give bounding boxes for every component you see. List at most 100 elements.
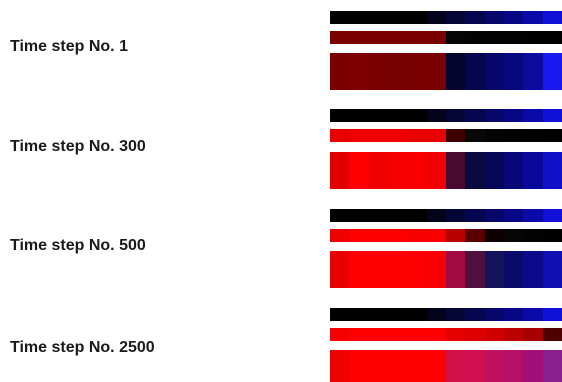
colormap-cell [445,31,466,44]
colormap-cell [484,129,504,142]
colormap-cell [523,129,543,142]
colormap-cell [407,251,427,288]
colormap-cell [349,11,369,24]
colormap-cell [503,152,524,189]
colormap-cell [387,152,408,189]
colormap-strip [330,109,562,122]
colormap-cell [484,251,504,288]
colormap-cell [426,328,446,341]
colormap-cell [426,251,446,288]
colormap-cell [330,31,350,44]
colormap-cell [368,11,388,24]
colormap-cell [465,109,485,122]
colormap-cell [349,229,369,242]
colormap-cell [426,308,446,321]
colormap-cell [465,251,485,288]
colormap-cell [426,109,446,122]
colormap-cell [484,229,504,242]
colormap-cell [503,11,524,24]
colormap-cell [465,53,485,90]
colormap-cell [445,328,466,341]
colormap-cell [349,209,369,222]
colormap-cell [465,209,485,222]
colormap-cell [407,31,427,44]
colormap-cell [387,31,408,44]
colormap-cell [330,109,350,122]
colormap-cell [330,308,350,321]
colormap-cell [426,229,446,242]
colormap-cell [503,53,524,90]
colormap-cell [387,229,408,242]
colormap-cell [484,152,504,189]
colormap-cell [445,11,466,24]
colormap-cell [542,109,562,122]
colormap-cell [542,251,562,288]
colormap-cell [368,209,388,222]
colormap-cell [349,308,369,321]
colormap-cell [503,109,524,122]
colormap-cell [445,209,466,222]
colormap-cell [465,328,485,341]
colormap-cell [368,308,388,321]
colormap-cell [465,152,485,189]
colormap-cell [407,11,427,24]
step-label-300: Time step No. 300 [10,138,146,155]
colormap-cell [349,53,369,90]
colormap-cell [523,308,543,321]
colormap-cell [330,350,350,382]
colormap-cell [542,328,562,341]
colormap-cell [523,328,543,341]
colormap-cell [368,350,388,382]
colormap-cell [503,328,524,341]
colormap-cell [542,308,562,321]
colormap-cell [465,229,485,242]
colormap-cell [387,11,408,24]
colormap-cell [542,209,562,222]
colormap-cell [484,328,504,341]
colormap-cell [523,11,543,24]
colormap-cell [407,209,427,222]
colormap-cell [407,229,427,242]
colormap-cell [407,308,427,321]
colormap-cell [445,53,466,90]
colormap-strip [330,129,562,142]
colormap-cell [349,251,369,288]
colormap-cell [445,129,466,142]
colormap-cell [503,209,524,222]
colormap-cell [330,129,350,142]
colormap-cell [426,11,446,24]
colormap-cell [484,53,504,90]
colormap-cell [330,11,350,24]
colormap-cell [503,31,524,44]
colormap-strip [330,152,562,189]
colormap-cell [349,109,369,122]
colormap-strip [330,11,562,24]
colormap-cell [484,308,504,321]
colormap-cell [387,209,408,222]
colormap-cell [349,350,369,382]
colormap-cell [484,31,504,44]
colormap-cell [330,328,350,341]
colormap-cell [465,308,485,321]
colormap-cell [465,350,485,382]
colormap-strip [330,229,562,242]
colormap-cell [368,251,388,288]
colormap-cell [387,328,408,341]
colormap-cell [523,31,543,44]
colormap-cell [503,308,524,321]
colormap-cell [484,109,504,122]
colormap-cell [407,152,427,189]
colormap-cell [542,53,562,90]
colormap-strip [330,53,562,90]
colormap-cell [330,209,350,222]
colormap-cell [523,109,543,122]
colormap-cell [523,251,543,288]
colormap-cell [426,53,446,90]
colormap-cell [426,350,446,382]
colormap-cell [484,11,504,24]
colormap-cell [330,53,350,90]
colormap-cell [542,152,562,189]
colormap-cell [387,129,408,142]
colormap-cell [484,350,504,382]
colormap-cell [349,129,369,142]
